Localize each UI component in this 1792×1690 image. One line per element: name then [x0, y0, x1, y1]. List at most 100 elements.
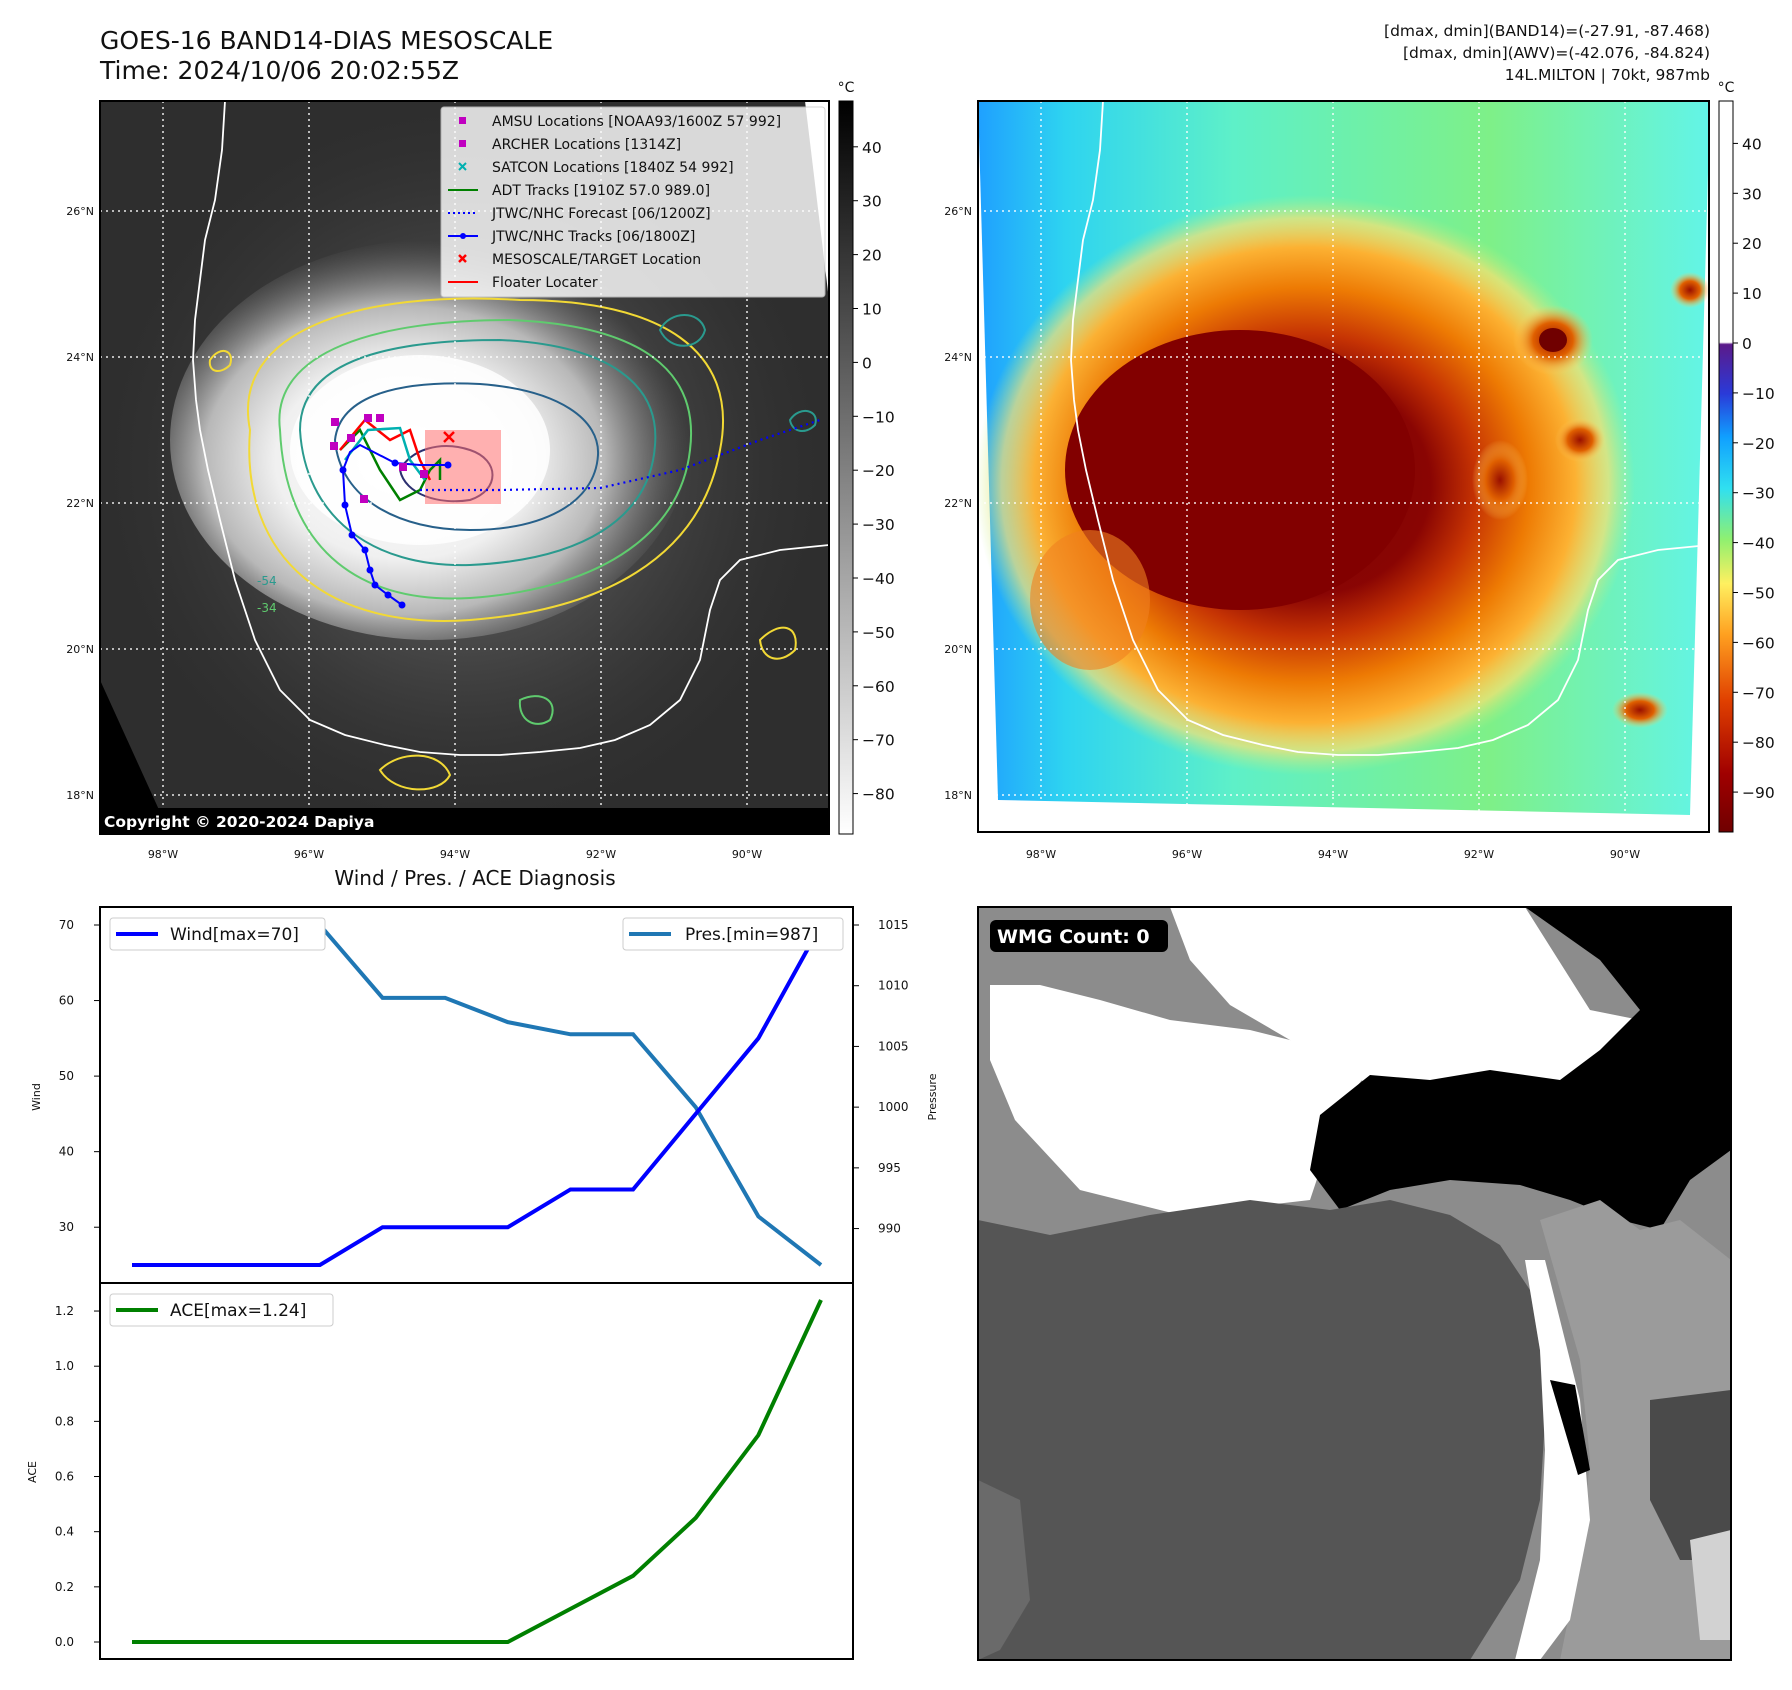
ir-colorbar-tick: 40	[862, 139, 882, 157]
lat-tick-label: 18°N	[944, 789, 972, 802]
lat-tick-label: 26°N	[66, 205, 94, 218]
awv-colorbar-tick: −50	[1742, 584, 1775, 602]
ace-chart: 1.2 1.0 0.8 0.6 0.4 0.2 0.0 ACE ACE[max=1.24]	[26, 1282, 854, 1660]
awv-gridlines	[978, 101, 1709, 832]
pressure-axis-label: Pressure	[926, 1073, 939, 1120]
awv-colorbar-tick: −60	[1742, 634, 1775, 652]
copyright-text: Copyright © 2020-2024 Dapiya	[104, 813, 374, 831]
mesoscale-target-marker	[443, 431, 455, 443]
wmg-count-badge: WMG Count: 0	[997, 926, 1150, 948]
awv-colorbar-tick: −30	[1742, 485, 1775, 503]
ace-tick-label: 0.0	[55, 1635, 74, 1649]
pressure-legend-label: Pres.[min=987]	[685, 925, 818, 945]
awv-colorbar-tick: −10	[1742, 385, 1775, 403]
ir-legend: AMSU Locations [NOAA93/1600Z 57 992] ARC…	[440, 106, 826, 298]
ir-colorbar-tick: −50	[862, 624, 895, 642]
ir-colorbar-tick: 10	[862, 301, 882, 319]
best-track-points	[339, 459, 452, 609]
lon-tick-label: 96°W	[294, 848, 324, 861]
pressure-tick-label: 990	[878, 1222, 901, 1236]
legend-label-satcon: SATCON Locations [1840Z 54 992]	[492, 160, 734, 176]
lat-tick-label: 24°N	[66, 351, 94, 364]
ir-colorbar-unit: °C	[838, 80, 855, 96]
legend-label-forecast: JTWC/NHC Forecast [06/1200Z]	[491, 206, 711, 222]
wind-tick-label: 30	[59, 1220, 74, 1234]
pressure-tick-label: 1005	[878, 1039, 909, 1053]
awv-colorbar-tick: −40	[1742, 535, 1775, 553]
awv-colorbar-tick: −80	[1742, 734, 1775, 752]
lat-tick-label: 18°N	[66, 789, 94, 802]
awv-coastline	[1070, 101, 1709, 756]
floater-box	[425, 430, 501, 504]
lon-tick-label: 94°W	[1318, 848, 1348, 861]
storm-info: 14L.MILTON | 70kt, 987mb	[1504, 66, 1710, 84]
legend-icons	[448, 117, 478, 283]
lon-tick-label: 92°W	[586, 848, 616, 861]
pressure-tick-label: 1010	[878, 979, 909, 993]
ir-colorbar-tick: −30	[862, 516, 895, 534]
wind-pressure-chart: 70 60 50 40 30 1015 1010 1005 1000 995 990 Wind P…	[30, 906, 939, 1284]
legend-label-tracks: JTWC/NHC Tracks [06/1800Z]	[491, 229, 695, 245]
awv-colorbar-unit: °C	[1718, 80, 1735, 96]
pressure-tick-label: 1015	[878, 918, 909, 932]
lat-tick-label: 20°N	[66, 643, 94, 656]
awv-colorbar-tick: 30	[1742, 185, 1762, 203]
ir-colorbar-tick: −60	[862, 678, 895, 696]
lon-tick-label: 92°W	[1464, 848, 1494, 861]
wind-tick-label: 40	[59, 1145, 74, 1159]
satcon-track-line	[344, 426, 426, 481]
awv-colorbar-tick: −70	[1742, 684, 1775, 702]
awv-colorbar-tick: −20	[1742, 435, 1775, 453]
awv-colorbar-tick: −90	[1742, 784, 1775, 802]
ir-colorbar-tick: −10	[862, 408, 895, 426]
wind-axis-label: Wind	[30, 1083, 43, 1111]
ace-axis-label: ACE	[26, 1461, 39, 1483]
ace-tick-label: 0.4	[55, 1525, 74, 1539]
ir-colorbar-tick: 20	[862, 247, 882, 265]
wmg-image-panel: WMG Count: 0	[978, 907, 1731, 1660]
legend-label-archer: ARCHER Locations [1314Z]	[492, 137, 681, 153]
lon-tick-label: 90°W	[1610, 848, 1640, 861]
ace-tick-label: 1.0	[55, 1359, 74, 1373]
pressure-tick-label: 995	[878, 1161, 901, 1175]
ir-colorbar: °C 40 30 20 10 0 −10 −20 −30 −40 −50 −60 −70 −80	[838, 80, 895, 835]
awv-colorbar-tick: 40	[1742, 135, 1762, 153]
ace-tick-label: 0.6	[55, 1470, 74, 1484]
lat-tick-label: 22°N	[944, 497, 972, 510]
archer-legend-icon	[459, 140, 466, 147]
contour-label-34: -34	[257, 601, 277, 615]
ir-colorbar-tick: −40	[862, 570, 895, 588]
awv-stats: [dmax, dmin](AWV)=(-42.076, -84.824)	[1403, 44, 1710, 62]
diagnosis-chart-title: Wind / Pres. / ACE Diagnosis	[334, 866, 615, 890]
lon-tick-label: 98°W	[148, 848, 178, 861]
ace-legend: ACE[max=1.24]	[109, 1293, 334, 1327]
wmg-badge-box	[990, 920, 1168, 952]
wind-series-line	[132, 924, 823, 1267]
ir-colorbar-tick: −20	[862, 462, 895, 480]
contour-label-54: -54	[257, 574, 277, 588]
legend-label-target: MESOSCALE/TARGET Location	[492, 252, 701, 268]
amsu-legend-icon	[459, 117, 466, 124]
lon-tick-label: 94°W	[440, 848, 470, 861]
ir-colorbar-tick: −80	[862, 786, 895, 804]
ace-tick-label: 0.8	[55, 1414, 74, 1428]
ir-coastline	[192, 101, 829, 756]
pressure-legend: Pres.[min=987]	[622, 917, 844, 951]
wind-tick-label: 60	[59, 994, 74, 1008]
wind-tick-label: 70	[59, 918, 74, 932]
awv-colorbar-tick: 10	[1742, 285, 1762, 303]
ir-colorbar-tick: −70	[862, 732, 895, 750]
lat-tick-label: 20°N	[944, 643, 972, 656]
ace-legend-label: ACE[max=1.24]	[170, 1301, 306, 1321]
lat-tick-label: 26°N	[944, 205, 972, 218]
tracks-legend-icon	[448, 233, 478, 239]
awv-image-panel	[978, 101, 1709, 832]
ace-tick-label: 1.2	[55, 1304, 74, 1318]
band14-stats: [dmax, dmin](BAND14)=(-27.91, -87.468)	[1384, 22, 1710, 40]
figure-title: GOES-16 BAND14-DIAS MESOSCALE	[100, 26, 554, 55]
lat-tick-label: 24°N	[944, 351, 972, 364]
satcon-legend-icon	[458, 162, 467, 171]
wind-tick-label: 50	[59, 1069, 74, 1083]
pressure-tick-label: 1000	[878, 1100, 909, 1114]
